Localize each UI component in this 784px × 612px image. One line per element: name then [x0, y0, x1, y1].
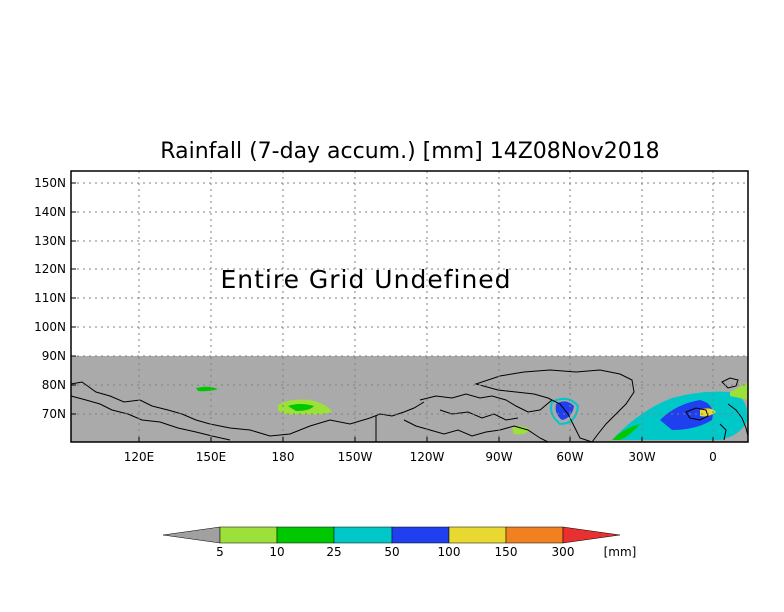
colorbar-label-10: 10 [269, 545, 284, 559]
map-title: Rainfall (7-day accum.) [mm] 14Z08Nov201… [160, 139, 659, 164]
colorbar-label-5: 5 [216, 545, 224, 559]
undefined-grid-message: Entire Grid Undefined [220, 265, 511, 294]
coast-canada [403, 419, 549, 443]
rain-patch-labrador [512, 426, 530, 435]
coast-svalbard [721, 377, 739, 389]
rain-patch-northatlantic-core [660, 400, 713, 430]
map-frame [70, 170, 749, 443]
lat-tick-marks [71, 182, 76, 415]
lon-label-90w: 90W [485, 450, 512, 464]
graticule [71, 171, 748, 442]
colorbar-label-25: 25 [326, 545, 341, 559]
rain-patch-norway [730, 382, 748, 400]
coastlines [70, 369, 749, 443]
colorbar-bin-5-10 [219, 526, 278, 544]
rain-patch-east [196, 386, 218, 392]
lat-label-70n: 70N [42, 407, 66, 421]
colorbar-bin-10-25 [276, 526, 335, 544]
coast-greenland [474, 369, 635, 443]
rainfall-patches [196, 382, 748, 440]
colorbar-below-arrow [162, 526, 221, 544]
lat-label-110n: 110N [34, 291, 66, 305]
coast-scandinavia [727, 403, 749, 437]
colorbar-label-150: 150 [495, 545, 518, 559]
colorbar-label-300: 300 [552, 545, 575, 559]
lat-label-120n: 120N [34, 262, 66, 276]
rain-patch-siberia-core [288, 404, 314, 411]
coast-uk [719, 423, 727, 441]
lon-label-0: 0 [709, 450, 717, 464]
lat-label-90n: 90N [42, 349, 66, 363]
coast-siberia-2 [70, 395, 231, 441]
lat-labels: 150N 140N 130N 120N 110N 100N 90N 80N 70… [34, 176, 66, 421]
lon-labels: 120E 150E 180 150W 120W 90W 60W 30W 0 [124, 450, 717, 464]
coast-arctic-islands [419, 393, 553, 413]
lon-label-30w: 30W [628, 450, 655, 464]
lat-label-140n: 140N [34, 205, 66, 219]
colorbar: 5 10 25 50 100 150 300 [mm] [162, 526, 637, 559]
colorbar-above-arrow [562, 526, 621, 544]
lon-label-150w: 150W [338, 450, 373, 464]
colorbar-label-100: 100 [438, 545, 461, 559]
coast-arctic-islands-2 [439, 409, 519, 421]
colorbar-unit-label: [mm] [604, 545, 637, 559]
lat-label-100n: 100N [34, 320, 66, 334]
colorbar-bin-100-150 [448, 526, 507, 544]
colorbar-bin-50-100 [391, 526, 450, 544]
lon-label-180: 180 [272, 450, 295, 464]
colorbar-bin-25-50 [333, 526, 393, 544]
lon-label-120e: 120E [124, 450, 155, 464]
lon-label-150e: 150E [196, 450, 227, 464]
rain-patch-northatlantic-green [612, 424, 640, 440]
lon-label-120w: 120W [410, 450, 445, 464]
lat-label-130n: 130N [34, 234, 66, 248]
lon-label-60w: 60W [556, 450, 583, 464]
lon-tick-marks [138, 437, 714, 442]
colorbar-bin-150-300 [505, 526, 564, 544]
lat-label-150n: 150N [34, 176, 66, 190]
coast-siberia [70, 381, 371, 437]
coast-iceland [685, 407, 709, 421]
colorbar-label-50: 50 [384, 545, 399, 559]
coast-alaska [369, 401, 425, 419]
lat-label-80n: 80N [42, 378, 66, 392]
rain-patch-iceland-peak [700, 408, 716, 417]
